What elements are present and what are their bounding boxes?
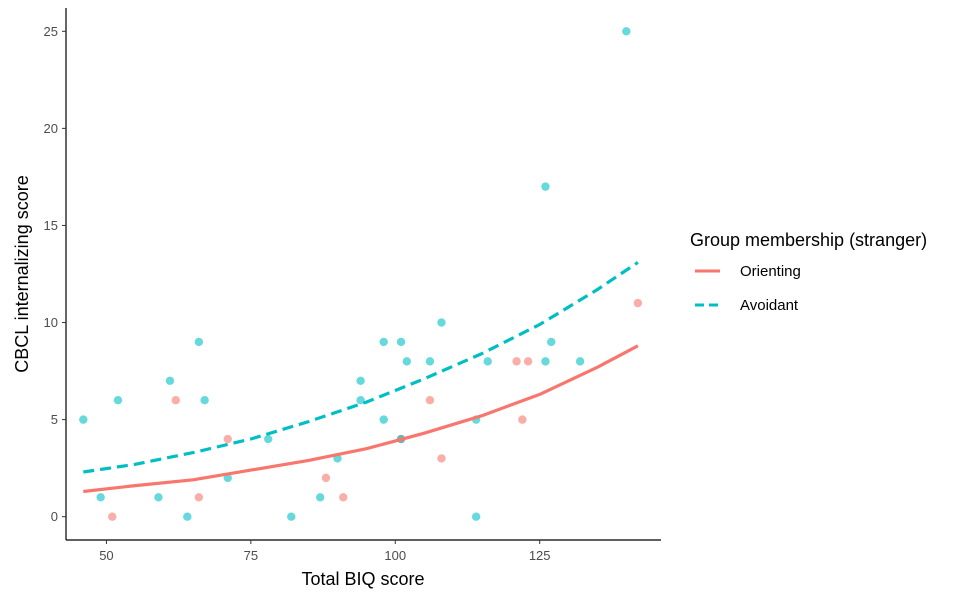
- data-point-orienting: [194, 493, 204, 502]
- data-point-orienting: [321, 473, 331, 483]
- data-point-avoidant: [263, 434, 273, 444]
- y-tick-label: 20: [44, 121, 58, 136]
- data-point-avoidant: [575, 357, 585, 366]
- legend-title: Group membership (stranger): [690, 230, 927, 250]
- data-point-avoidant: [379, 337, 388, 347]
- data-point-orienting: [171, 396, 180, 405]
- data-point-avoidant: [471, 512, 481, 521]
- data-point-avoidant: [194, 337, 204, 347]
- data-point-orienting: [425, 396, 435, 405]
- data-point-avoidant: [315, 493, 325, 502]
- y-axis-title: CBCL internalizing score: [12, 175, 32, 372]
- x-tick-label: 100: [384, 548, 406, 563]
- data-point-avoidant: [402, 357, 412, 366]
- y-tick-label: 5: [51, 412, 58, 427]
- y-axis-ticks: 0 5 10 15 20 25: [44, 24, 66, 524]
- data-point-avoidant: [396, 337, 406, 347]
- x-tick-label: 50: [99, 548, 113, 563]
- data-point-avoidant: [96, 493, 105, 502]
- data-point-avoidant: [425, 357, 435, 366]
- y-tick-label: 0: [51, 509, 58, 524]
- x-tick-label: 75: [244, 548, 258, 563]
- fit-line-avoidant: [83, 261, 639, 474]
- data-point-orienting: [512, 357, 521, 366]
- data-point-avoidant: [183, 512, 192, 521]
- data-point-avoidant: [483, 357, 492, 366]
- fit-lines-layer: [83, 261, 639, 494]
- legend: Group membership (stranger) Orienting Av…: [690, 230, 927, 314]
- data-point-avoidant: [541, 182, 550, 191]
- x-tick-label: 125: [529, 548, 551, 563]
- data-point-orienting: [339, 493, 348, 502]
- data-point-avoidant: [541, 357, 550, 366]
- data-point-avoidant: [200, 396, 209, 405]
- legend-label-avoidant: Avoidant: [740, 297, 799, 314]
- y-tick-label: 15: [44, 218, 58, 233]
- x-axis-title: Total BIQ score: [301, 569, 424, 589]
- legend-label-orienting: Orienting: [740, 263, 801, 280]
- data-point-avoidant: [356, 396, 365, 405]
- data-point-avoidant: [379, 415, 388, 424]
- x-axis-ticks: 50 75 100 125: [99, 540, 551, 563]
- data-point-orienting: [523, 357, 533, 366]
- data-point-avoidant: [437, 318, 446, 327]
- data-point-avoidant: [165, 376, 175, 385]
- data-point-orienting: [108, 512, 117, 521]
- y-tick-label: 25: [44, 24, 58, 39]
- data-point-avoidant: [79, 415, 88, 424]
- fit-line-orienting: [83, 344, 639, 494]
- data-point-avoidant: [154, 493, 163, 502]
- data-point-avoidant: [287, 512, 296, 521]
- points-layer: [79, 27, 643, 521]
- data-point-avoidant: [622, 27, 631, 36]
- data-point-orienting: [223, 434, 232, 444]
- data-point-orienting: [437, 454, 446, 463]
- data-point-orienting: [633, 298, 643, 308]
- data-point-avoidant: [113, 396, 123, 405]
- data-point-orienting: [518, 415, 527, 424]
- data-point-avoidant: [547, 337, 556, 347]
- y-tick-label: 10: [44, 315, 58, 330]
- data-point-avoidant: [356, 376, 365, 385]
